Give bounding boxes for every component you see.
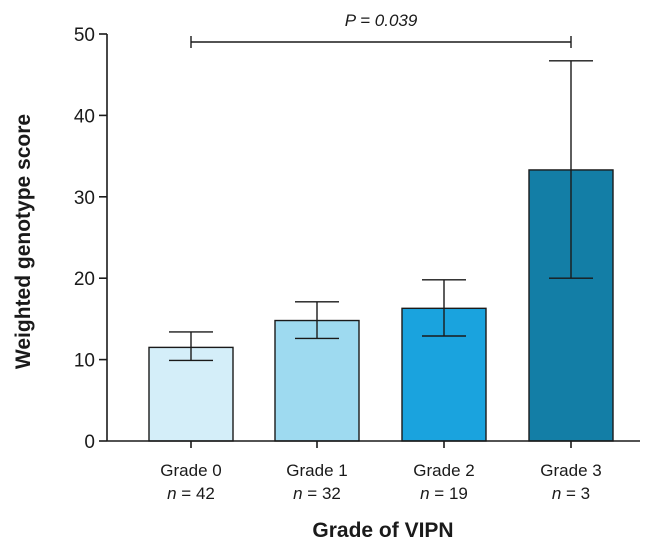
x-axis: Grade 0 n = 42 Grade 1 n = 32 Grade 2 n = 19 G… [107, 440, 640, 503]
y-tick-label: 50 [74, 25, 95, 46]
significance-bracket: P = 0.039 [190, 11, 572, 48]
y-tick-label: 30 [74, 188, 95, 209]
x-axis-label: Grade of VIPN [312, 519, 453, 542]
x-tick-label: Grade 1 [286, 461, 347, 480]
x-tick-label: Grade 3 [540, 461, 601, 480]
sample-size-label: n = 19 [420, 484, 468, 503]
x-tick-label: Grade 0 [160, 461, 221, 480]
sample-size-label: n = 32 [293, 484, 341, 503]
sample-size-label: n = 3 [552, 484, 590, 503]
x-tick-label: Grade 2 [413, 461, 474, 480]
sample-size-label: n = 42 [167, 484, 215, 503]
y-axis-label: Weighted genotype score [12, 114, 35, 369]
p-value-label: P = 0.039 [345, 11, 418, 30]
error-bars-group [169, 60, 593, 362]
y-tick-label: 20 [74, 269, 95, 290]
y-axis: 0 10 20 30 40 50 [74, 25, 108, 453]
y-tick-label: 0 [84, 432, 95, 453]
y-tick-label: 10 [74, 351, 95, 372]
bar [148, 346, 234, 442]
y-tick-label: 40 [74, 106, 95, 127]
bars-group [148, 169, 614, 442]
